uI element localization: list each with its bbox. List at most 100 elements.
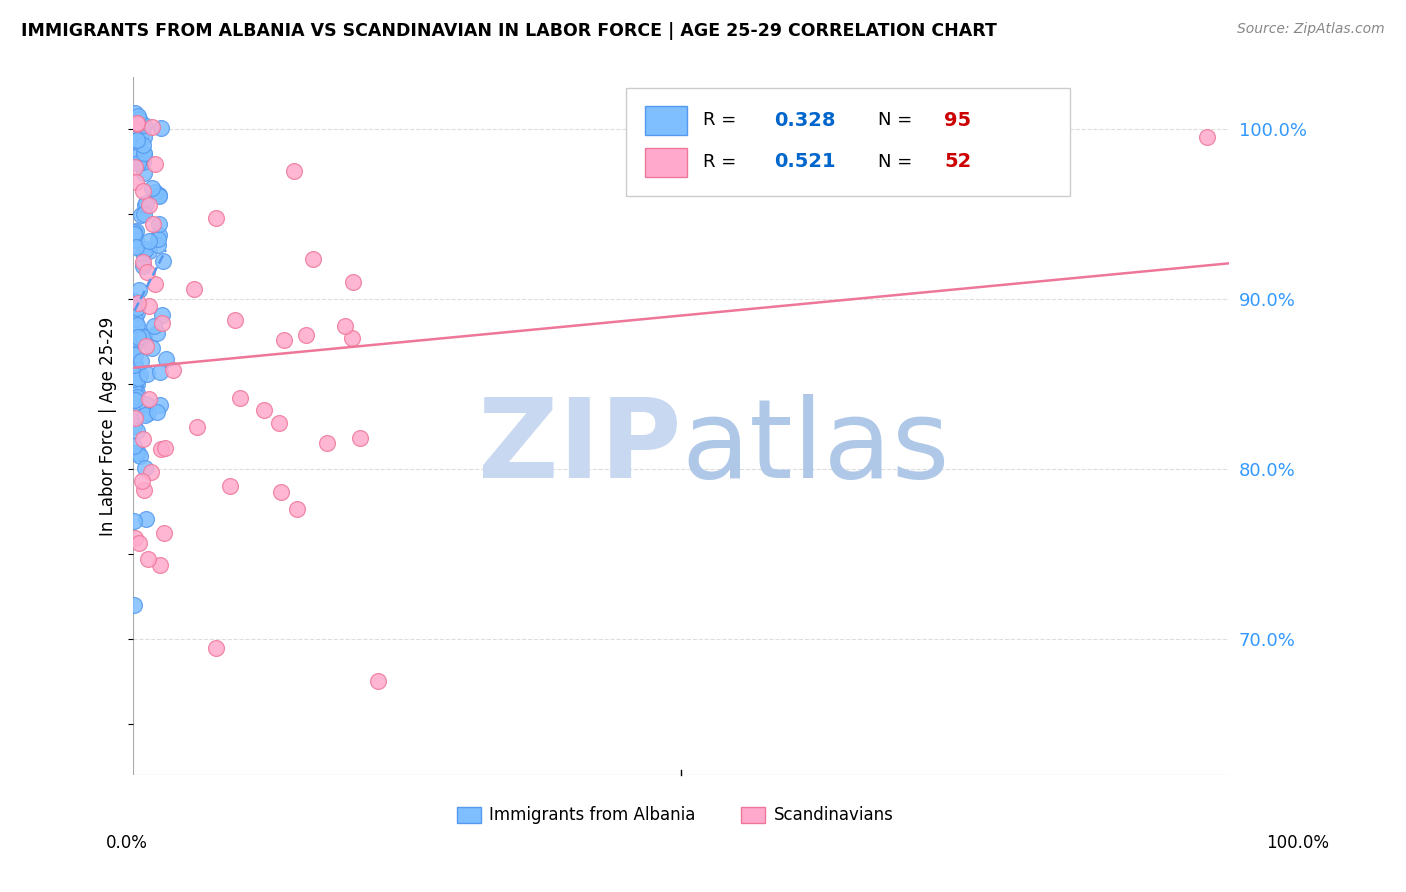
Point (150, 316, 173, 330)
Point (204, 211, 226, 226)
Point (132, 259, 155, 273)
Point (138, 392, 160, 407)
Point (295, 327, 318, 342)
Text: 0.521: 0.521 (775, 153, 837, 171)
Point (124, 293, 146, 308)
Text: R =: R = (703, 153, 742, 171)
Text: Source: ZipAtlas.com: Source: ZipAtlas.com (1237, 22, 1385, 37)
Point (1195, 130, 1218, 145)
Y-axis label: In Labor Force | Age 25-29: In Labor Force | Age 25-29 (100, 317, 117, 536)
Point (149, 398, 172, 412)
Point (135, 243, 157, 257)
Point (125, 239, 148, 253)
Point (134, 409, 156, 423)
Point (135, 512, 157, 526)
Point (132, 330, 155, 344)
Point (149, 442, 172, 456)
Point (124, 439, 146, 453)
Point (128, 156, 150, 170)
Point (132, 145, 155, 160)
Point (127, 128, 149, 143)
Text: 0.328: 0.328 (775, 111, 835, 129)
Point (124, 418, 146, 433)
Point (134, 461, 156, 475)
Point (287, 502, 309, 516)
Point (138, 198, 160, 212)
Point (143, 156, 166, 170)
Point (270, 485, 292, 500)
Point (129, 353, 152, 368)
Point (124, 114, 146, 128)
Point (124, 225, 146, 239)
Point (136, 406, 159, 420)
Point (125, 390, 148, 404)
Point (129, 208, 152, 222)
Point (127, 156, 149, 170)
Point (141, 120, 163, 135)
Point (127, 306, 149, 320)
Point (155, 442, 177, 456)
Bar (645, 106, 686, 136)
Point (148, 227, 170, 242)
Point (146, 238, 169, 252)
Point (228, 391, 250, 405)
Point (316, 435, 339, 450)
Point (155, 352, 177, 367)
Point (149, 558, 172, 572)
Point (128, 112, 150, 126)
Point (148, 189, 170, 203)
Point (124, 336, 146, 351)
Point (124, 514, 146, 528)
Point (124, 372, 146, 386)
Point (148, 218, 170, 232)
Point (139, 465, 162, 479)
Text: Immigrants from Albania: Immigrants from Albania (489, 806, 696, 824)
Point (128, 536, 150, 550)
Point (125, 392, 148, 406)
Point (124, 409, 146, 423)
Point (131, 121, 153, 136)
Text: atlas: atlas (681, 394, 949, 500)
Point (124, 358, 146, 372)
Point (267, 416, 290, 430)
Point (148, 188, 170, 202)
Text: ZIP: ZIP (478, 394, 681, 500)
Point (132, 129, 155, 144)
Point (132, 138, 155, 153)
Point (125, 116, 148, 130)
Point (127, 329, 149, 343)
Point (124, 311, 146, 326)
Point (132, 154, 155, 169)
Point (125, 445, 148, 459)
Point (204, 640, 226, 655)
Point (146, 326, 169, 340)
Point (132, 329, 155, 343)
Point (124, 389, 146, 403)
Text: R =: R = (703, 111, 742, 129)
Point (183, 282, 205, 296)
Point (141, 342, 163, 356)
Point (138, 551, 160, 566)
Point (131, 474, 153, 488)
Point (146, 232, 169, 246)
Point (135, 397, 157, 411)
Point (149, 121, 172, 136)
Point (150, 308, 173, 322)
Bar (645, 148, 686, 178)
Point (134, 483, 156, 497)
Text: N =: N = (879, 153, 918, 171)
Point (218, 479, 240, 493)
Point (124, 411, 146, 425)
Point (132, 245, 155, 260)
Point (152, 254, 174, 268)
Point (125, 175, 148, 189)
Point (186, 420, 208, 434)
Bar (457, 807, 481, 822)
Point (132, 166, 155, 180)
Point (146, 405, 169, 419)
Point (125, 233, 148, 247)
Point (134, 198, 156, 212)
Point (125, 134, 148, 148)
Point (124, 106, 146, 120)
Text: N =: N = (879, 111, 918, 129)
